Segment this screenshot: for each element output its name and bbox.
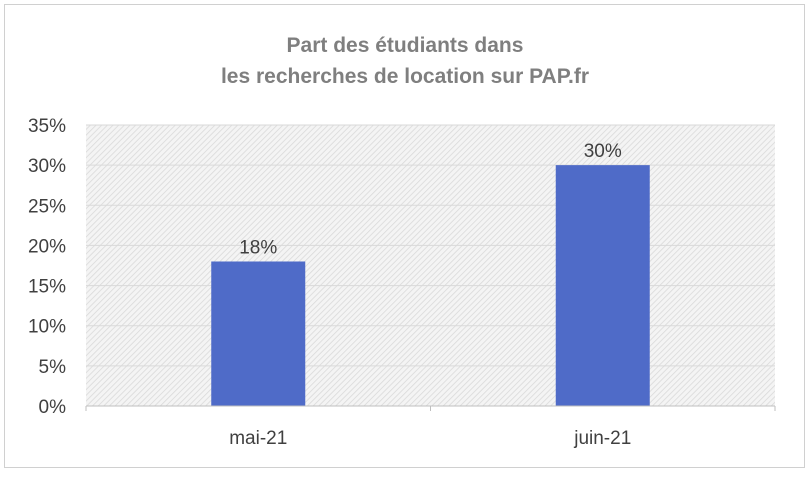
- chart-title-line-1: Part des étudiants dans: [287, 34, 524, 57]
- gridlines: [86, 124, 775, 367]
- y-tick-label: 15%: [28, 277, 66, 298]
- bars: 18% 30%: [211, 141, 650, 406]
- y-tick-label: 5%: [39, 357, 67, 378]
- y-tick-label: 0%: [39, 397, 67, 418]
- y-tick-label: 10%: [28, 317, 66, 338]
- y-axis: 0% 5% 10% 15% 20% 25% 30% 35%: [28, 116, 66, 418]
- plot-area: [86, 125, 775, 406]
- bar-juin-21: [555, 165, 650, 406]
- chart-title-line-2: les recherches de location sur PAP.fr: [221, 65, 589, 88]
- x-category-label: mai-21: [229, 428, 287, 449]
- y-tick-label: 25%: [28, 196, 66, 217]
- y-tick-label: 30%: [28, 156, 66, 177]
- data-label-mai-21: 18%: [239, 237, 277, 258]
- y-tick-label: 20%: [28, 236, 66, 257]
- x-category-label: juin-21: [573, 428, 631, 449]
- bar-mai-21: [211, 261, 306, 406]
- x-axis: mai-21 juin-21: [85, 405, 776, 449]
- data-label-juin-21: 30%: [584, 141, 622, 162]
- y-tick-label: 35%: [28, 116, 66, 137]
